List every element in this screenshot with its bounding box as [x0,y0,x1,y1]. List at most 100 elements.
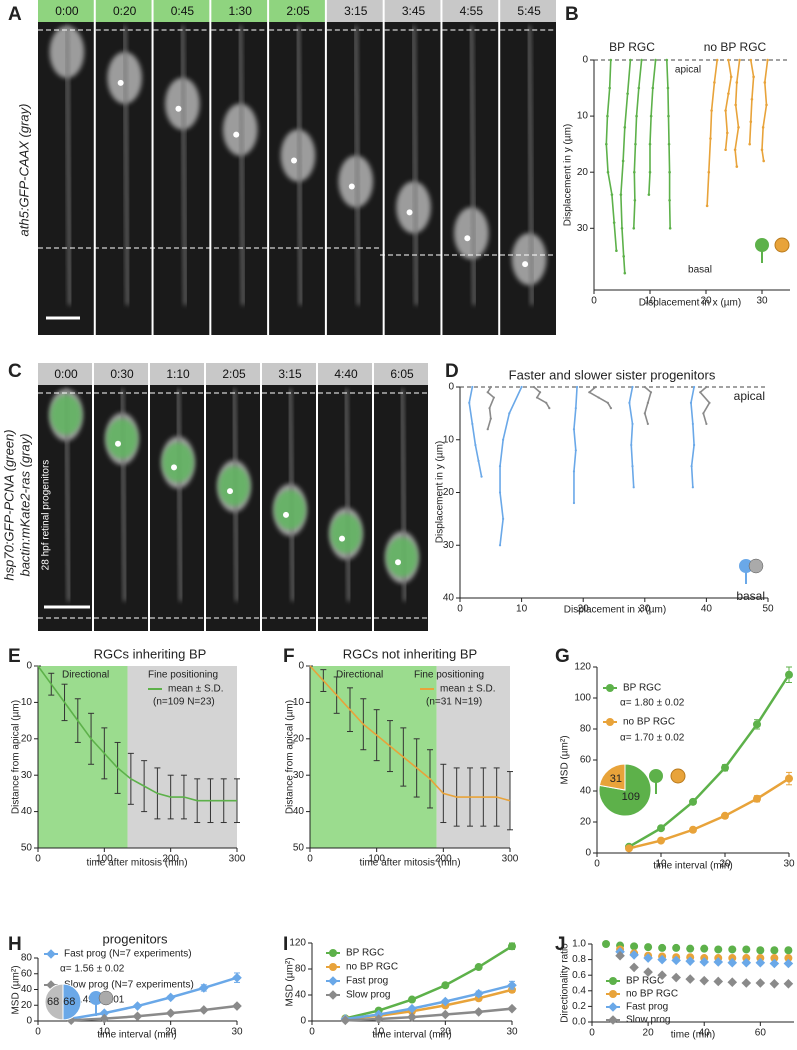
y-tick-label: 0.0 [572,1017,586,1028]
point [699,975,710,986]
point [635,114,638,118]
point [634,142,637,146]
stain-label: hsp70:GFP-PCNA (green) [1,429,16,580]
cell-process [354,25,361,306]
point [633,198,637,202]
point [468,401,471,404]
point [727,92,730,95]
legend-marker [608,1015,618,1025]
point [784,946,793,955]
y-tick-label: 20 [21,1000,33,1011]
y-tick-label: 10 [443,434,455,445]
dot [233,131,240,138]
series-line [499,386,523,546]
y-tick-label: 0 [26,1016,32,1027]
pie-label: 68 [63,996,75,1008]
x-tick-label: 200 [435,854,452,865]
x-tick-label: 40 [699,1028,711,1039]
x-axis-label: time after mitosis (min) [359,858,460,869]
point [407,1012,417,1022]
point [631,465,634,468]
point [770,946,779,955]
y-tick-label: 20 [443,487,455,498]
y-tick-label: 10 [293,697,305,708]
point [373,1014,384,1024]
point [548,407,551,410]
header-bar [38,363,92,385]
series-line [309,665,511,802]
dot [339,535,345,542]
point [486,391,489,394]
shaded-region [436,666,510,848]
point [441,981,450,990]
point [631,385,634,389]
point [631,422,634,426]
dot [175,105,182,112]
x-tick-label: 30 [783,859,795,870]
cell-process [412,25,419,306]
point [770,954,779,963]
cell-body [396,181,431,234]
point [709,137,712,140]
point [232,1001,242,1011]
timestamp: 1:10 [166,367,190,381]
point [632,226,636,230]
legend-marker [329,963,337,971]
series-line [620,59,632,274]
panel-label: C [8,361,22,382]
shaded-region [310,666,437,848]
series-line [345,984,513,1021]
point [689,401,693,404]
point [735,165,739,168]
y-tick-label: 30 [443,540,455,551]
header-bar [326,0,383,22]
point [474,443,477,447]
series-line [724,59,733,150]
timestamp: 4:55 [460,4,484,18]
note: 28 hpf retinal progenitors [41,460,52,571]
series-line [734,59,741,167]
nucleus [218,466,250,507]
x-axis-label: time (min) [671,1030,715,1041]
point [574,449,577,452]
x-tick-label: 0 [309,1027,315,1038]
point [232,972,242,983]
cell-body [338,155,374,208]
pie-slice [598,763,626,791]
point [725,131,729,135]
series-line [706,59,718,206]
x-tick-label: 30 [506,1027,518,1038]
header-bar [262,363,316,385]
nucleus [330,513,362,554]
header-bar [269,0,325,22]
point [666,86,670,90]
point [766,58,769,62]
point [724,109,727,112]
annotation: (n=31 N=19) [426,697,482,708]
point [769,978,780,989]
dot [522,261,529,268]
point [574,407,577,410]
point [685,974,695,984]
y-axis-label: MSD (µm²) [560,735,571,784]
timestamp: 0:45 [171,4,195,18]
point [755,978,766,988]
point [737,126,740,129]
dot [283,511,289,518]
point [783,958,794,969]
annotation: α= 1.56 ± 0.02 [60,964,125,975]
x-tick-label: 30 [639,604,651,615]
icon-cell [670,768,686,784]
cell-process [65,25,72,306]
point [714,945,723,954]
point [489,417,492,420]
timestamp: 3:15 [278,367,302,381]
legend-marker [328,990,338,1000]
point [727,58,730,62]
point [761,126,765,129]
pie-label: 109 [622,791,640,803]
x-tick-label: 100 [96,854,113,865]
x-tick-label: 60 [755,1028,767,1039]
point [699,957,710,967]
nucleus [50,395,82,435]
